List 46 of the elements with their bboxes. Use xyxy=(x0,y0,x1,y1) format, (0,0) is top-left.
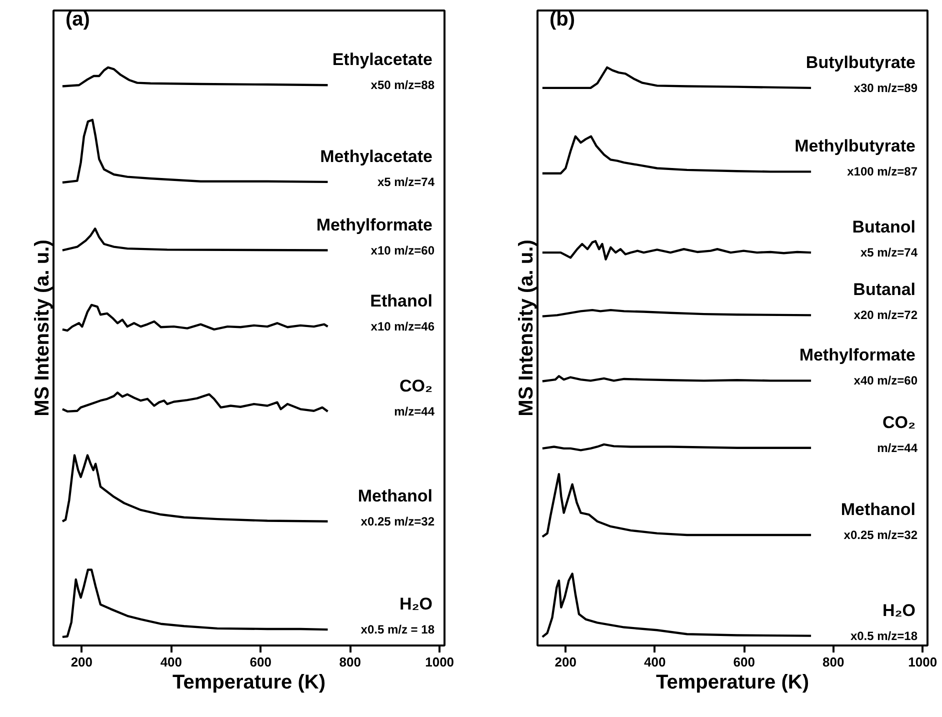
annotation: x10 m/z=46 xyxy=(370,320,435,334)
y-axis-title: MS Intensity (a. u.) xyxy=(516,240,538,416)
chart-title: (a) xyxy=(66,8,90,30)
x-tick-label: 800 xyxy=(822,654,844,670)
text: Butanol xyxy=(852,218,916,237)
series-label: Butylbutyrate xyxy=(806,52,916,72)
annotation: x0.5 m/z = 18 xyxy=(360,622,435,637)
annotation: x40 m/z=60 xyxy=(854,374,918,388)
series-label: Methylbutyrate xyxy=(794,136,916,156)
y-axis-title: MS Intensity (a. u.) xyxy=(32,240,54,416)
series-label: Methylformate xyxy=(316,215,432,234)
annotation: x0.25 m/z=32 xyxy=(844,528,918,542)
x-tick-label: 600 xyxy=(250,654,272,670)
annotation: m/z=44 xyxy=(877,440,918,455)
x-tick-label: 800 xyxy=(339,654,361,670)
x-tick-label: 400 xyxy=(644,654,666,670)
x-tick-label: 1000 xyxy=(425,654,454,670)
text: Methanol xyxy=(358,486,432,506)
x-tick-label: 600 xyxy=(733,654,755,670)
series-label: Methylacetate xyxy=(320,146,433,166)
annotation: x5 m/z=74 xyxy=(860,246,918,260)
x-axis-title: Temperature (K) xyxy=(656,672,810,694)
x-tick-label: 200 xyxy=(70,654,93,670)
text: CO₂ xyxy=(399,376,433,396)
annotation: x50 m/z=88 xyxy=(370,78,435,92)
chart-title: (b) xyxy=(550,8,576,30)
x-tick-label: 400 xyxy=(160,654,182,670)
text: Butanal xyxy=(853,280,916,300)
text: CO₂ xyxy=(882,412,916,432)
series-label: Methanol xyxy=(840,500,916,520)
annotation: x30 m/z=89 xyxy=(854,80,918,95)
x-tick-label: 200 xyxy=(554,654,576,670)
text: H₂O xyxy=(399,594,433,614)
series-label: Ethylacetate xyxy=(332,50,433,70)
series-label: Methylformate xyxy=(799,346,916,365)
annotation: m/z=44 xyxy=(394,404,435,418)
x-tick-label: 1000 xyxy=(908,654,938,670)
annotation: x10 m/z=60 xyxy=(370,243,435,258)
text: Ethanol xyxy=(370,292,433,311)
text: H₂O xyxy=(882,600,916,620)
annotation: x20 m/z=72 xyxy=(854,308,918,322)
annotation: x0.25 m/z=32 xyxy=(360,514,435,528)
annotation: x0.5 m/z=18 xyxy=(850,628,918,643)
x-axis-title: Temperature (K) xyxy=(172,672,326,694)
annotation: x5 m/z=74 xyxy=(377,174,435,189)
annotation: x100 m/z=87 xyxy=(847,164,918,179)
